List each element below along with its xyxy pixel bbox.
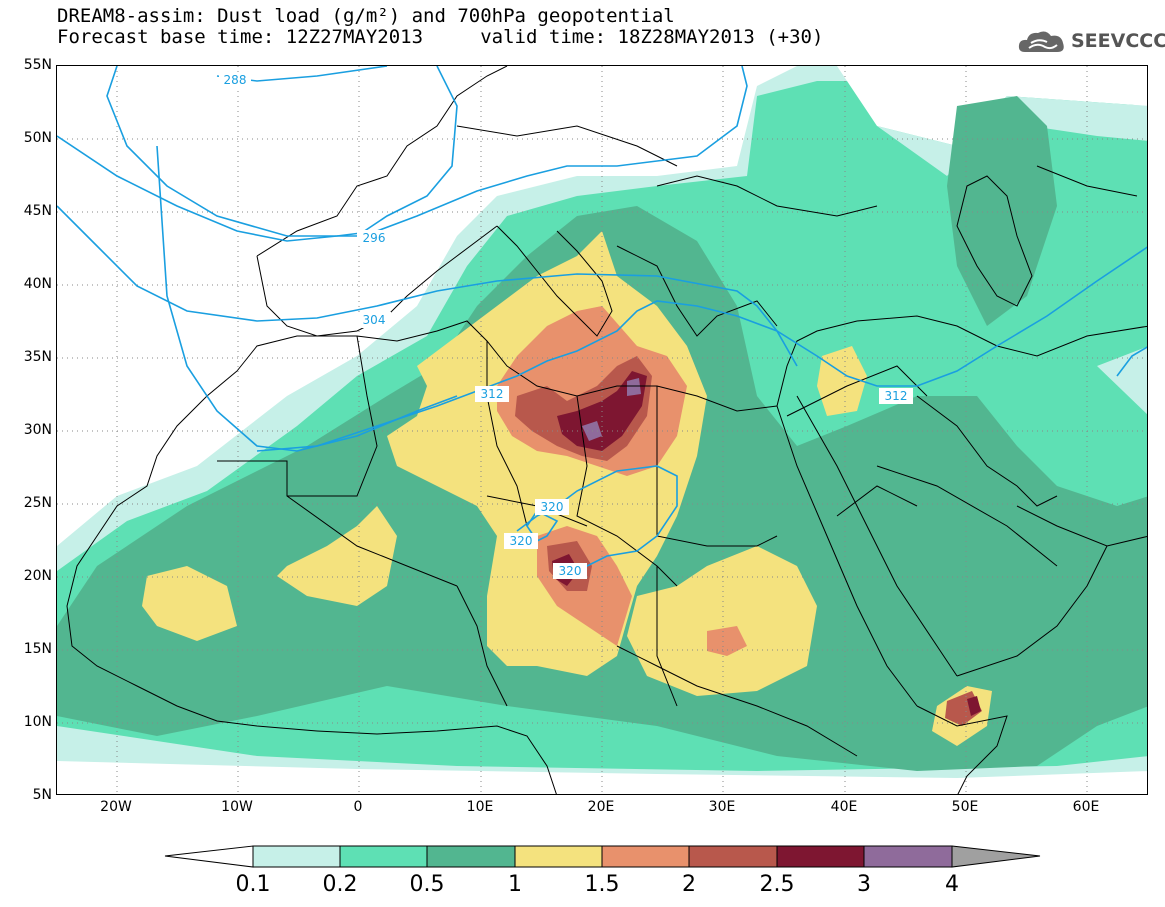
lat-label: 45N [23,203,52,219]
contour-304 [57,205,798,367]
colorbar: 0.1 0.2 0.5 1 1.5 2 2.5 3 4 [0,840,1165,907]
lon-label: 10W [221,799,253,815]
lon-label: 0 [353,799,363,815]
colorbar-label: 0.1 [235,872,271,897]
colorbar-label: 1 [508,872,522,897]
colorbar-label: 4 [945,872,959,897]
lat-label: 55N [23,57,52,73]
dust-band-3 [582,378,641,441]
colorbar-label: 1.5 [584,872,620,897]
lon-label: 30E [708,799,736,815]
contour-label-320-c: 320 [559,564,582,578]
map-panel: 288 296 304 312 312 320 320 320 [56,65,1148,795]
lon-label: 20W [100,799,132,815]
logo-text: SEEVCCC [1071,30,1165,52]
colorbar-label: 2 [682,872,696,897]
contour-312 [256,246,1147,452]
lon-label: 20E [587,799,615,815]
lat-label: 5N [32,787,52,803]
contour-296 [57,66,748,242]
contour-label-320-b: 320 [510,534,533,548]
lat-label: 40N [23,276,52,292]
contour-label-296: 296 [363,231,386,245]
lat-label: 20N [23,568,52,584]
lon-label: 60E [1072,799,1100,815]
colorbar-label: 3 [857,872,871,897]
colorbar-label: 0.5 [409,872,445,897]
lat-label: 50N [23,130,52,146]
colorbar-swatches [164,845,1041,868]
lat-label: 35N [23,349,52,365]
seevccc-logo: SEEVCCC [1017,28,1165,54]
lat-label: 30N [23,422,52,438]
lon-label: 10E [466,799,494,815]
contour-label-304: 304 [363,313,386,327]
contour-label-288: 288 [224,73,247,87]
contour-label-312-east: 312 [885,389,908,403]
lat-label: 25N [23,495,52,511]
colorbar-label: 2.5 [759,872,795,897]
map-title: DREAM8-assim: Dust load (g/m²) and 700hP… [57,5,675,27]
contour-label-312: 312 [481,387,504,401]
forecast-time-line: Forecast base time: 12Z27MAY2013 valid t… [57,26,824,48]
dust-map: 288 296 304 312 312 320 320 320 [57,66,1147,794]
lat-label: 10N [23,714,52,730]
lon-label: 40E [830,799,858,815]
cloud-icon [1018,31,1064,52]
contour-label-320: 320 [541,500,564,514]
colorbar-label: 0.2 [322,872,358,897]
lon-label: 50E [951,799,979,815]
lat-label: 15N [23,641,52,657]
